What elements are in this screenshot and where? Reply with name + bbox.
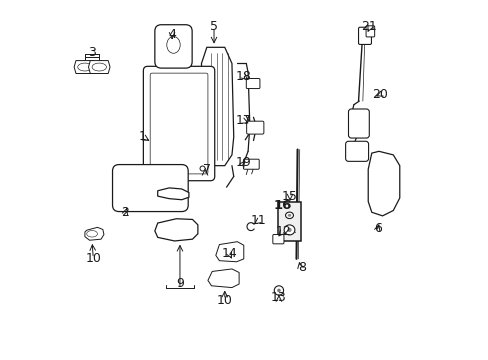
Circle shape — [200, 166, 204, 171]
Text: 20: 20 — [371, 88, 387, 101]
Polygon shape — [88, 60, 110, 73]
Bar — [277, 202, 301, 241]
Circle shape — [277, 289, 280, 292]
Ellipse shape — [78, 63, 92, 71]
FancyBboxPatch shape — [345, 141, 368, 161]
Text: 16: 16 — [273, 199, 292, 212]
Ellipse shape — [287, 228, 291, 232]
Text: 3: 3 — [88, 46, 96, 59]
Text: 6: 6 — [373, 222, 381, 235]
Ellipse shape — [92, 63, 106, 71]
Text: 8: 8 — [297, 261, 305, 274]
Text: 18: 18 — [235, 69, 251, 82]
Polygon shape — [74, 60, 96, 73]
Ellipse shape — [284, 225, 294, 235]
Text: 9: 9 — [176, 278, 183, 291]
Text: 15: 15 — [281, 190, 297, 203]
Text: 14: 14 — [221, 247, 237, 260]
Text: 10: 10 — [85, 252, 101, 265]
FancyBboxPatch shape — [246, 78, 260, 89]
Text: 10: 10 — [216, 294, 232, 307]
Text: 21: 21 — [361, 20, 376, 33]
Text: 4: 4 — [168, 28, 176, 41]
Ellipse shape — [285, 212, 293, 219]
FancyBboxPatch shape — [243, 159, 259, 169]
Polygon shape — [367, 151, 399, 216]
Polygon shape — [85, 227, 104, 240]
Ellipse shape — [86, 230, 97, 237]
FancyBboxPatch shape — [150, 73, 207, 174]
FancyBboxPatch shape — [246, 121, 264, 134]
Polygon shape — [201, 47, 233, 166]
FancyBboxPatch shape — [348, 109, 368, 138]
Polygon shape — [155, 219, 198, 241]
FancyBboxPatch shape — [366, 26, 374, 37]
Polygon shape — [215, 242, 244, 262]
FancyBboxPatch shape — [143, 66, 214, 181]
Ellipse shape — [166, 36, 180, 53]
Text: 5: 5 — [209, 20, 218, 33]
Polygon shape — [158, 188, 188, 200]
Text: 2: 2 — [121, 206, 129, 219]
Text: 11: 11 — [250, 214, 266, 227]
FancyBboxPatch shape — [272, 234, 284, 244]
Text: 1: 1 — [138, 130, 146, 144]
Text: 12: 12 — [275, 225, 290, 238]
Circle shape — [274, 286, 283, 295]
FancyBboxPatch shape — [155, 25, 192, 68]
Text: 17: 17 — [235, 114, 251, 127]
Text: 13: 13 — [270, 291, 286, 304]
Polygon shape — [207, 269, 239, 288]
Ellipse shape — [287, 214, 291, 217]
FancyBboxPatch shape — [112, 165, 188, 212]
Text: 7: 7 — [203, 163, 211, 176]
FancyBboxPatch shape — [358, 27, 371, 44]
Text: 19: 19 — [235, 156, 250, 169]
